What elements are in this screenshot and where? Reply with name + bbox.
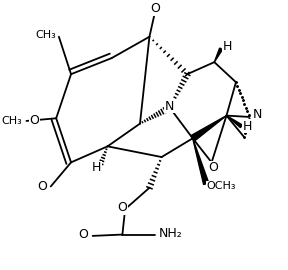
Polygon shape — [226, 116, 242, 128]
Text: O: O — [208, 161, 218, 174]
Text: CH₃: CH₃ — [2, 116, 22, 126]
Polygon shape — [191, 116, 226, 141]
Text: O: O — [30, 114, 39, 127]
Text: CH₃: CH₃ — [35, 31, 56, 40]
Polygon shape — [214, 48, 223, 62]
Text: OCH₃: OCH₃ — [206, 181, 236, 191]
Text: O: O — [79, 228, 89, 241]
Text: O: O — [38, 180, 48, 193]
Polygon shape — [193, 138, 209, 184]
Text: O: O — [150, 2, 160, 15]
Text: N: N — [252, 108, 262, 121]
Text: H: H — [242, 120, 252, 133]
Text: H: H — [222, 40, 232, 53]
Text: O: O — [118, 201, 127, 214]
Text: NH₂: NH₂ — [159, 227, 183, 240]
Text: N: N — [165, 100, 175, 113]
Text: H: H — [92, 161, 101, 174]
